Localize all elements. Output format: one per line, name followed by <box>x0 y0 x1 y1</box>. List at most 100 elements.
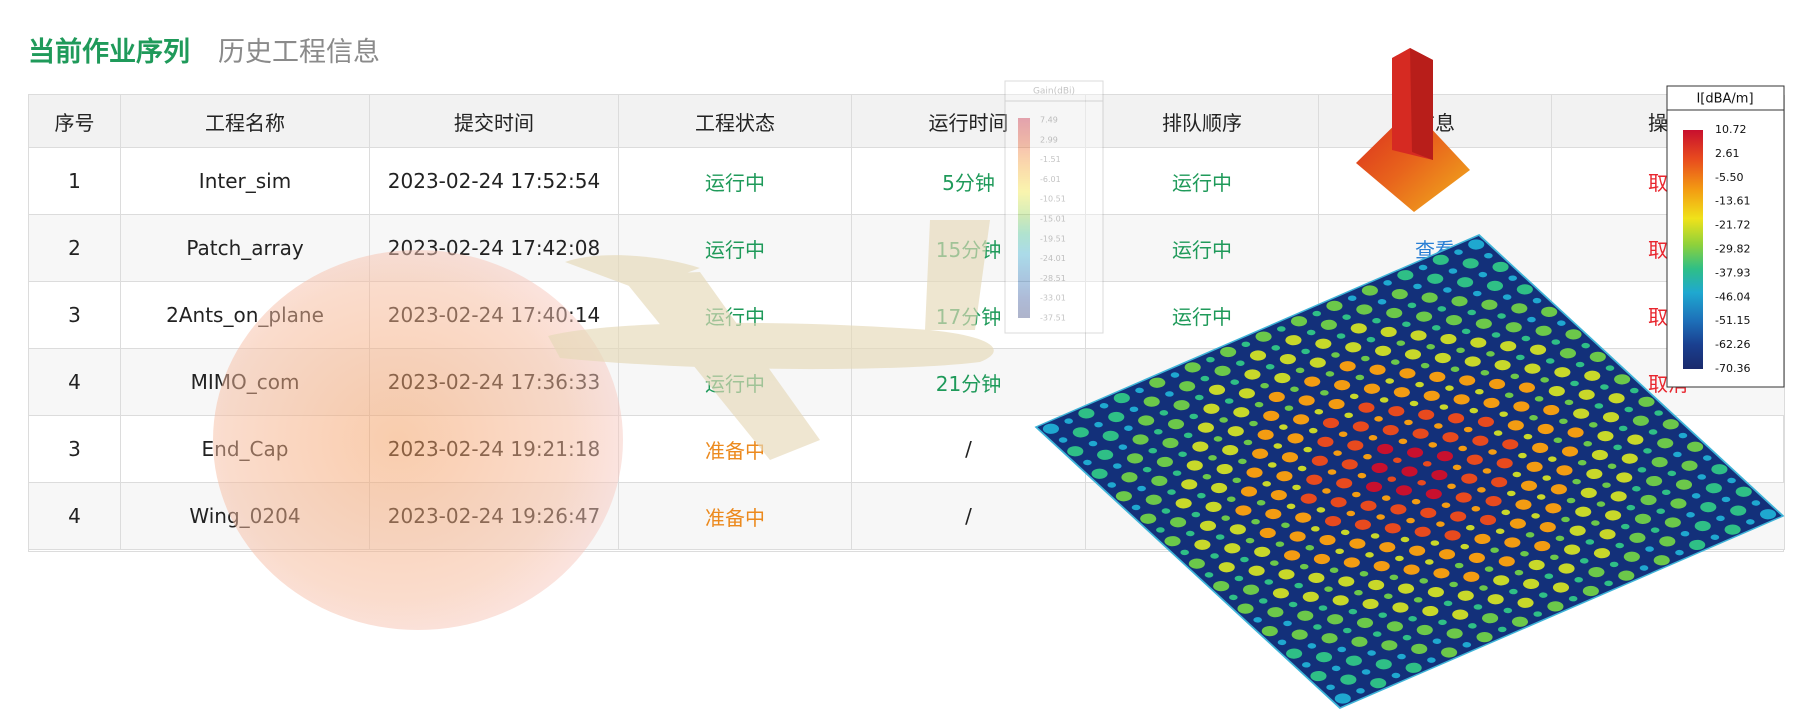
array-element <box>1381 495 1391 501</box>
array-element <box>1656 508 1665 514</box>
array-element <box>1347 440 1364 451</box>
array-element <box>1355 374 1365 381</box>
array-element <box>1192 441 1209 452</box>
array-element <box>1657 438 1674 449</box>
tower-side <box>1410 48 1433 160</box>
tab-current[interactable]: 当前作业序列 <box>28 37 190 68</box>
array-element <box>1462 642 1472 648</box>
array-element <box>1395 485 1412 496</box>
array-element <box>1449 581 1458 588</box>
colorbar-label: -29.82 <box>1715 243 1750 256</box>
colorbar: I[dBA/m] 10.72 2.61 -5.50 -13.61 -21.72 -29.8… <box>1666 85 1785 388</box>
array-element <box>1298 395 1315 406</box>
array-element <box>1618 425 1628 432</box>
array-element <box>1483 397 1500 409</box>
array-element <box>1315 338 1332 349</box>
array-element <box>1530 344 1547 355</box>
array-element <box>1413 597 1423 603</box>
array-element <box>1264 579 1274 585</box>
array-element <box>1216 463 1233 475</box>
array-element <box>1507 490 1516 497</box>
array-element <box>1542 475 1552 481</box>
array-element <box>1600 384 1609 390</box>
status-text: 运行中 <box>705 237 765 262</box>
array-element <box>1330 497 1347 508</box>
array-element <box>1428 442 1438 448</box>
array-element <box>1531 513 1540 519</box>
array-element <box>1583 441 1593 447</box>
array-element <box>1156 527 1165 533</box>
array-element <box>1415 381 1424 388</box>
array-element <box>1349 538 1366 549</box>
array-element <box>1183 432 1193 439</box>
array-element <box>1265 508 1282 520</box>
array-element <box>1313 624 1322 630</box>
array-element <box>1283 620 1292 627</box>
array-element <box>1615 542 1624 549</box>
array-element <box>1475 388 1484 395</box>
array-element <box>1243 439 1253 446</box>
array-element <box>1727 477 1736 484</box>
array-element <box>1297 610 1314 621</box>
colorbar-label: -62.26 <box>1715 338 1750 351</box>
array-element <box>1504 392 1514 398</box>
array-element <box>1555 535 1565 542</box>
array-element <box>1306 474 1323 485</box>
array-element <box>1370 533 1380 539</box>
array-element <box>1367 650 1376 656</box>
array-element <box>1494 359 1511 371</box>
array-element <box>1458 445 1467 452</box>
array-element <box>1565 329 1582 340</box>
array-element <box>1414 526 1431 537</box>
array-element <box>1411 643 1428 655</box>
array-element <box>1218 562 1235 573</box>
array-element <box>1427 587 1444 598</box>
array-element <box>1466 454 1483 465</box>
array-element <box>1474 533 1491 545</box>
array-element <box>1307 643 1317 649</box>
array-element <box>1418 409 1435 420</box>
array-element <box>1735 486 1752 497</box>
array-element <box>1290 386 1299 392</box>
array-element <box>1432 254 1449 265</box>
array-element <box>1528 559 1545 571</box>
array-element <box>1472 290 1482 297</box>
array-element <box>1284 550 1301 561</box>
array-element <box>1401 466 1418 477</box>
array-element <box>1270 560 1279 566</box>
array-element <box>1450 511 1467 522</box>
array-element <box>1497 626 1507 633</box>
array-element <box>1254 401 1264 408</box>
array-element <box>1397 583 1415 594</box>
array-element <box>1222 445 1239 456</box>
array-element <box>1344 412 1353 419</box>
array-element <box>1599 529 1616 540</box>
submitted-text: 2023-02-24 17:52:54 <box>387 169 601 193</box>
array-element <box>1167 489 1176 495</box>
array-element <box>1320 390 1329 396</box>
array-element <box>1484 252 1493 259</box>
array-element <box>1605 365 1615 371</box>
array-element <box>1558 563 1575 574</box>
array-element <box>1541 306 1558 318</box>
colorbar-label: 2.61 <box>1715 147 1740 160</box>
array-element <box>1211 482 1228 494</box>
array-element <box>1405 662 1422 673</box>
array-element <box>1477 416 1494 427</box>
array-element <box>1581 342 1590 349</box>
tab-history[interactable]: 历史工程信息 <box>218 37 380 68</box>
array-element <box>1602 482 1611 488</box>
array-element <box>1380 326 1397 338</box>
array-element <box>1525 532 1535 538</box>
array-element <box>1348 608 1358 615</box>
array-element <box>1561 446 1579 457</box>
array-element <box>1664 517 1681 528</box>
array-element <box>1460 543 1470 550</box>
array-element <box>1213 581 1230 592</box>
array-element <box>1288 601 1298 608</box>
colorbar-label: -37.93 <box>1715 266 1750 279</box>
array-element <box>1332 595 1349 606</box>
array-element <box>1368 579 1385 591</box>
array-element <box>1536 494 1546 500</box>
